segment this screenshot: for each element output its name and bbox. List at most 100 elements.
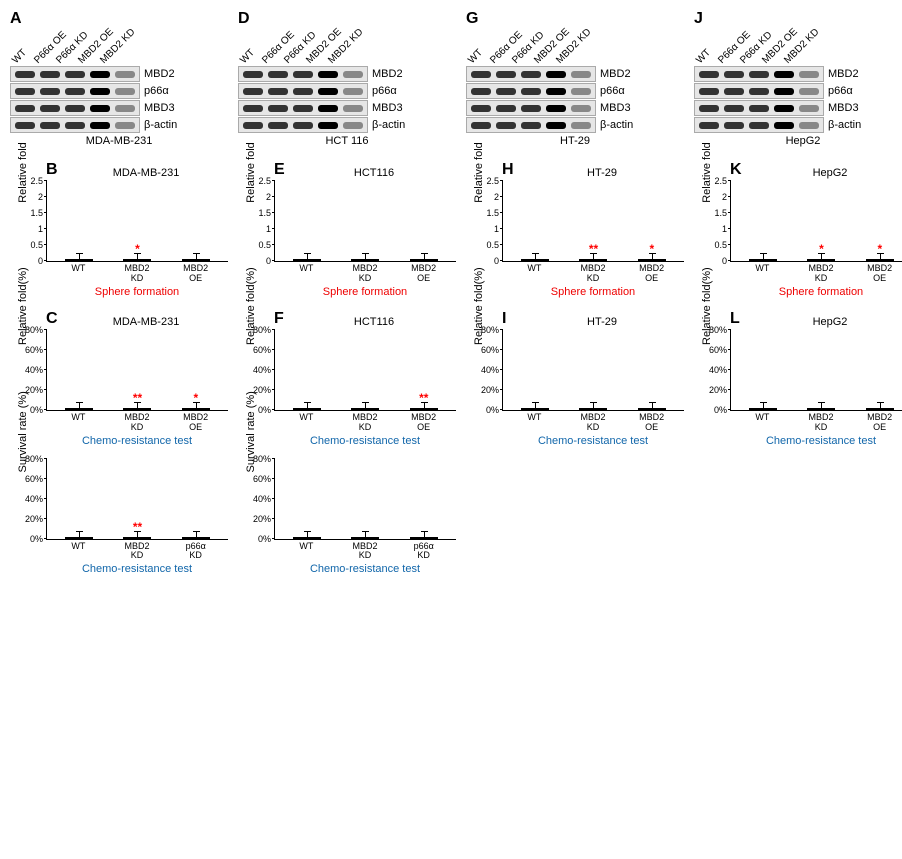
chart-K: KHepG2 Relative fold 00.511.522.5 * * WT… [694,161,902,298]
chart-E: EHCT116 Relative fold 00.511.522.5 WTMBD… [238,161,456,298]
chart-area: Relative fold 00.511.522.5 [274,181,456,262]
x-labels: WTMBD2KDMBD2OE [274,264,456,284]
x-labels: WTMBD2KDMBD2OE [502,264,684,284]
bar-1: * [795,259,847,261]
bar-1: ** [111,408,163,410]
bar-1 [339,408,391,410]
blot-row-MBD2: MBD2 [10,66,228,82]
bar-1: ** [567,259,619,261]
assay-label: Chemo-resistance test [730,435,902,447]
chart-L: LHepG2 Relative fold(%) 0%20%40%60%80% W… [694,310,902,447]
bar-1 [567,408,619,410]
bar-1 [339,537,391,539]
bar-2 [170,537,222,539]
assay-label: Sphere formation [502,286,684,298]
chart-F2: Survival rate (%) 0%20%40%60%80% WTMBD2K… [238,459,456,576]
bar-0 [281,537,333,539]
bar-2: * [170,408,222,410]
x-labels: WTMBD2KDMBD2OE [46,264,228,284]
blot-strip [466,100,596,116]
blot-strip [10,117,140,133]
blot-row-p66α: p66α [238,83,456,99]
x-labels: WTMBD2KDMBD2OE [502,413,684,433]
blot-row-p66α: p66α [694,83,902,99]
chart-area: Relative fold(%) 0%20%40%60%80% [502,330,684,411]
blot-strip [466,117,596,133]
chart-C2: Survival rate (%) 0%20%40%60%80% ** WTMB… [10,459,228,576]
blot-row-p66α: p66α [466,83,684,99]
chart-H: HHT-29 Relative fold 00.511.522.5 ** * W… [466,161,684,298]
panel-G: G WTP66α OEP66α KDMBD2 OEMBD2 KD MBD2 p6… [466,10,684,147]
cell-line-label: MDA-MB-231 [10,135,228,147]
blot-row-MBD2: MBD2 [238,66,456,82]
panel-J: J WTP66α OEP66α KDMBD2 OEMBD2 KD MBD2 p6… [694,10,902,147]
bar-0 [53,259,105,261]
chart-B: BMDA-MB-231 Relative fold 00.511.522.5 *… [10,161,228,298]
bar-2: * [854,259,902,261]
cell-line-label: HT-29 [466,135,684,147]
chart-C: CMDA-MB-231 Relative fold(%) 0%20%40%60%… [10,310,228,447]
chart-area: Relative fold 00.511.522.5 * * [730,181,902,262]
bar-0 [53,408,105,410]
cell-line-label: HCT 116 [238,135,456,147]
x-labels: WTMBD2KDp66αKD [46,542,228,562]
blot-strip [238,117,368,133]
bar-2 [398,259,450,261]
x-labels: WTMBD2KDMBD2OE [46,413,228,433]
blot-strip [466,83,596,99]
x-labels: WTMBD2KDMBD2OE [730,264,902,284]
blot-row-β-actin: β-actin [466,117,684,133]
blot-row-MBD2: MBD2 [466,66,684,82]
blot-strip [694,100,824,116]
chart-area: Relative fold 00.511.522.5 ** * [502,181,684,262]
assay-label: Sphere formation [274,286,456,298]
cell-line-label: HepG2 [694,135,902,147]
lane-labels: WTP66α OEP66α KDMBD2 OEMBD2 KD [694,30,902,66]
bar-0 [509,408,561,410]
bar-2 [854,408,902,410]
chart-area: Relative fold 00.511.522.5 * [46,181,228,262]
lane-labels: WTP66α OEP66α KDMBD2 OEMBD2 KD [238,30,456,66]
bar-2: * [626,259,678,261]
bar-0 [281,259,333,261]
bar-0 [53,537,105,539]
assay-label: Sphere formation [46,286,228,298]
chart-area: Relative fold(%) 0%20%40%60%80% [730,330,902,411]
bar-1 [795,408,847,410]
assay-label: Chemo-resistance test [502,435,684,447]
blot-strip [466,66,596,82]
blot-strip [694,83,824,99]
assay-label: Chemo-resistance test [274,435,456,447]
blot-row-β-actin: β-actin [10,117,228,133]
bar-2 [170,259,222,261]
chart-area: Survival rate (%) 0%20%40%60%80% ** [46,459,228,540]
blot-row-MBD3: MBD3 [10,100,228,116]
bar-1 [339,259,391,261]
assay-label: Chemo-resistance test [46,435,228,447]
bar-1: ** [111,537,163,539]
bar-0 [281,408,333,410]
chart-I: IHT-29 Relative fold(%) 0%20%40%60%80% W… [466,310,684,447]
blot-row-MBD3: MBD3 [466,100,684,116]
bar-2 [398,537,450,539]
blot-strip [238,66,368,82]
blot-row-MBD2: MBD2 [694,66,902,82]
blot-strip [694,117,824,133]
panel-D: D WTP66α OEP66α KDMBD2 OEMBD2 KD MBD2 p6… [238,10,456,147]
bar-2: ** [398,408,450,410]
x-labels: WTMBD2KDMBD2OE [730,413,902,433]
bar-0 [509,259,561,261]
blot-row-MBD3: MBD3 [694,100,902,116]
bar-1: * [111,259,163,261]
blot-row-p66α: p66α [10,83,228,99]
lane-labels: WTP66α OEP66α KDMBD2 OEMBD2 KD [10,30,228,66]
blot-strip [694,66,824,82]
blot-strip [10,83,140,99]
blot-strip [10,100,140,116]
lane-labels: WTP66α OEP66α KDMBD2 OEMBD2 KD [466,30,684,66]
blot-row-β-actin: β-actin [694,117,902,133]
assay-label: Chemo-resistance test [274,563,456,575]
x-labels: WTMBD2KDp66αKD [274,542,456,562]
assay-label: Chemo-resistance test [46,563,228,575]
bar-2 [626,408,678,410]
